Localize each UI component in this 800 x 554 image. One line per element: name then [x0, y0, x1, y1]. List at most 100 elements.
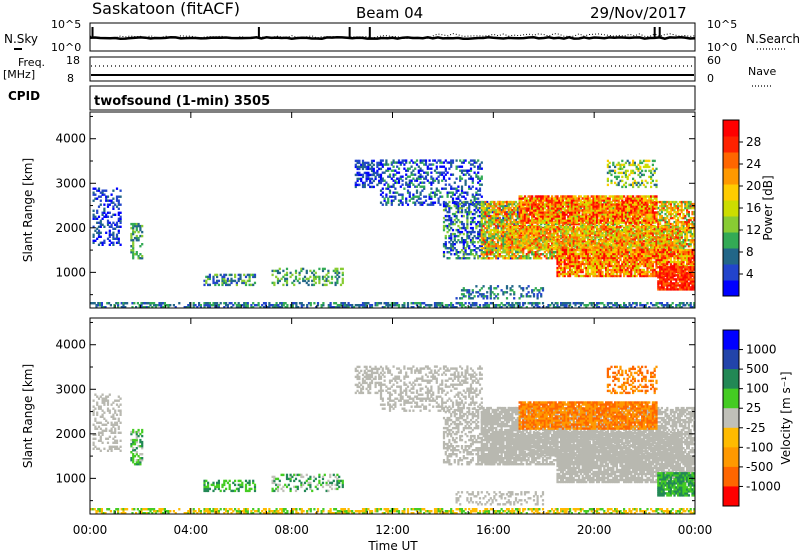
data-cell: [596, 304, 599, 307]
data-cell: [480, 195, 483, 198]
data-cell: [158, 302, 161, 305]
data-cell: [108, 229, 111, 232]
data-cell: [401, 201, 404, 204]
data-cell: [486, 302, 489, 305]
data-cell: [221, 275, 224, 279]
data-cell: [383, 302, 386, 305]
data-cell: [189, 306, 192, 309]
data-cell: [187, 306, 190, 309]
data-cell: [657, 302, 660, 305]
data-cell: [131, 306, 134, 309]
data-cell: [309, 304, 312, 307]
data-cell: [475, 251, 478, 254]
data-cell: [271, 269, 274, 273]
data-cell: [305, 281, 308, 285]
data-cell: [372, 185, 375, 189]
data-cell: [457, 302, 460, 305]
data-cell: [496, 304, 500, 307]
data-cell: [433, 302, 437, 305]
data-cell: [511, 302, 514, 305]
data-cell: [615, 304, 618, 307]
data-cell: [141, 234, 144, 238]
data-cell: [435, 302, 438, 305]
data-cell: [106, 203, 110, 206]
data-cell: [101, 217, 104, 220]
data-cell: [103, 211, 106, 214]
cpid-strip: CPID twofsound (1-min) 3505: [8, 85, 696, 111]
data-cell: [284, 279, 287, 283]
data-cell: [133, 224, 137, 228]
data-cell: [556, 304, 559, 307]
power-data-cells: [90, 159, 696, 309]
data-cell: [379, 173, 383, 177]
data-cell: [253, 304, 257, 307]
data-cell: [668, 306, 671, 309]
data-cell: [563, 306, 566, 309]
data-cell: [442, 251, 446, 254]
data-cell: [385, 304, 388, 307]
data-cell: [433, 201, 437, 204]
data-cell: [430, 304, 433, 307]
data-cell: [132, 251, 135, 254]
data-cell: [114, 223, 117, 226]
data-cell: [99, 241, 102, 244]
data-cell: [381, 306, 384, 309]
data-cell: [225, 281, 228, 285]
data-cell: [671, 306, 674, 309]
data-cell: [314, 271, 317, 275]
data-cell: [556, 306, 559, 309]
data-cell: [605, 306, 608, 309]
data-cell: [138, 306, 141, 309]
data-cell: [132, 243, 135, 246]
data-cell: [112, 235, 115, 238]
data-cell: [579, 302, 582, 305]
data-cell: [289, 304, 293, 307]
data-cell: [312, 283, 316, 287]
data-cell: [547, 304, 550, 307]
data-cell: [99, 304, 102, 307]
data-cell: [208, 302, 211, 305]
data-cell: [144, 306, 147, 309]
data-cell: [95, 306, 98, 309]
data-cell: [305, 269, 308, 273]
data-cell: [284, 273, 287, 277]
data-cell: [221, 277, 224, 281]
data-cell: [178, 302, 181, 305]
data-cell: [151, 302, 154, 305]
data-cell: [590, 304, 593, 307]
data-cell: [151, 306, 154, 309]
data-cell: [132, 232, 135, 236]
data-cell: [493, 200, 496, 204]
data-cell: [403, 306, 406, 309]
data-cell: [298, 273, 301, 277]
data-cell: [273, 281, 276, 285]
data-cell: [610, 306, 613, 309]
data-cell: [532, 302, 536, 305]
data-cell: [110, 215, 113, 218]
data-cell: [424, 199, 428, 202]
data-cell: [614, 304, 617, 307]
data-cell: [401, 183, 404, 186]
data-cell: [94, 193, 97, 196]
data-cell: [495, 304, 498, 307]
data-cell: [484, 304, 487, 307]
data-cell: [460, 236, 464, 240]
data-cell: [262, 302, 266, 305]
data-cell: [451, 159, 455, 162]
data-cell: [135, 234, 138, 238]
data-cell: [108, 225, 111, 228]
data-cell: [119, 211, 122, 214]
data-cell: [522, 304, 525, 307]
data-cell: [112, 201, 115, 204]
data-cell: [284, 302, 287, 305]
data-cell: [401, 179, 404, 182]
data-cell: [334, 302, 338, 305]
data-cell: [268, 302, 271, 305]
data-cell: [356, 304, 359, 307]
data-cell: [92, 193, 95, 196]
data-cell: [187, 304, 190, 307]
data-cell: [97, 187, 101, 190]
data-cell: [419, 304, 422, 307]
data-cell: [99, 203, 102, 206]
data-cell: [442, 306, 446, 309]
